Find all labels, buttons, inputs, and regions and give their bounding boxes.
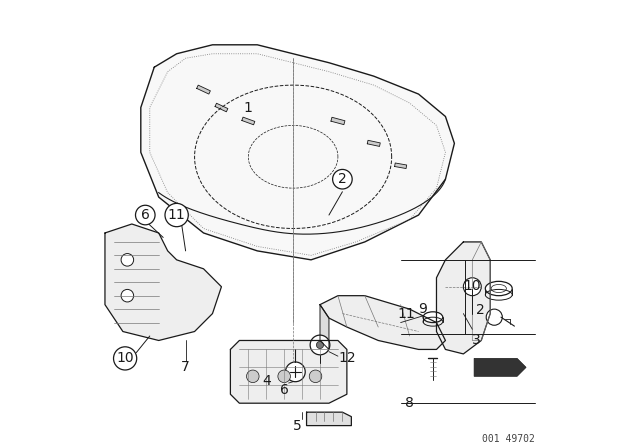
Text: 6: 6 <box>141 208 150 222</box>
Ellipse shape <box>423 312 443 323</box>
Text: 4: 4 <box>262 374 271 388</box>
Text: 7: 7 <box>181 360 190 375</box>
Polygon shape <box>105 224 221 340</box>
Polygon shape <box>320 296 445 349</box>
Circle shape <box>121 289 134 302</box>
Text: 2: 2 <box>476 303 485 317</box>
Text: 5: 5 <box>293 418 302 433</box>
Polygon shape <box>474 358 526 376</box>
Polygon shape <box>436 242 490 354</box>
Text: 6: 6 <box>280 383 289 397</box>
Polygon shape <box>395 163 406 168</box>
Text: 3: 3 <box>472 333 481 348</box>
Text: 1: 1 <box>244 100 253 115</box>
Text: 2: 2 <box>338 172 347 186</box>
Polygon shape <box>320 305 329 349</box>
Text: 12: 12 <box>338 351 356 366</box>
Text: 10: 10 <box>116 351 134 366</box>
Polygon shape <box>230 340 347 403</box>
Polygon shape <box>307 412 351 426</box>
Polygon shape <box>215 103 228 112</box>
Polygon shape <box>367 140 380 146</box>
Circle shape <box>463 278 481 296</box>
Polygon shape <box>141 45 454 260</box>
Circle shape <box>486 309 502 325</box>
Polygon shape <box>242 117 255 125</box>
Circle shape <box>246 370 259 383</box>
Polygon shape <box>331 117 345 125</box>
Circle shape <box>316 341 324 349</box>
Circle shape <box>121 254 134 266</box>
Circle shape <box>278 370 291 383</box>
Circle shape <box>309 370 322 383</box>
Text: 10: 10 <box>463 279 481 293</box>
Ellipse shape <box>485 281 512 296</box>
Circle shape <box>310 335 330 355</box>
Text: 001 49702: 001 49702 <box>482 434 535 444</box>
Circle shape <box>285 362 305 382</box>
Text: 11: 11 <box>168 208 186 222</box>
Text: 9: 9 <box>419 302 428 316</box>
Polygon shape <box>196 85 211 94</box>
Text: 11: 11 <box>397 307 415 321</box>
Text: 8: 8 <box>405 396 414 410</box>
